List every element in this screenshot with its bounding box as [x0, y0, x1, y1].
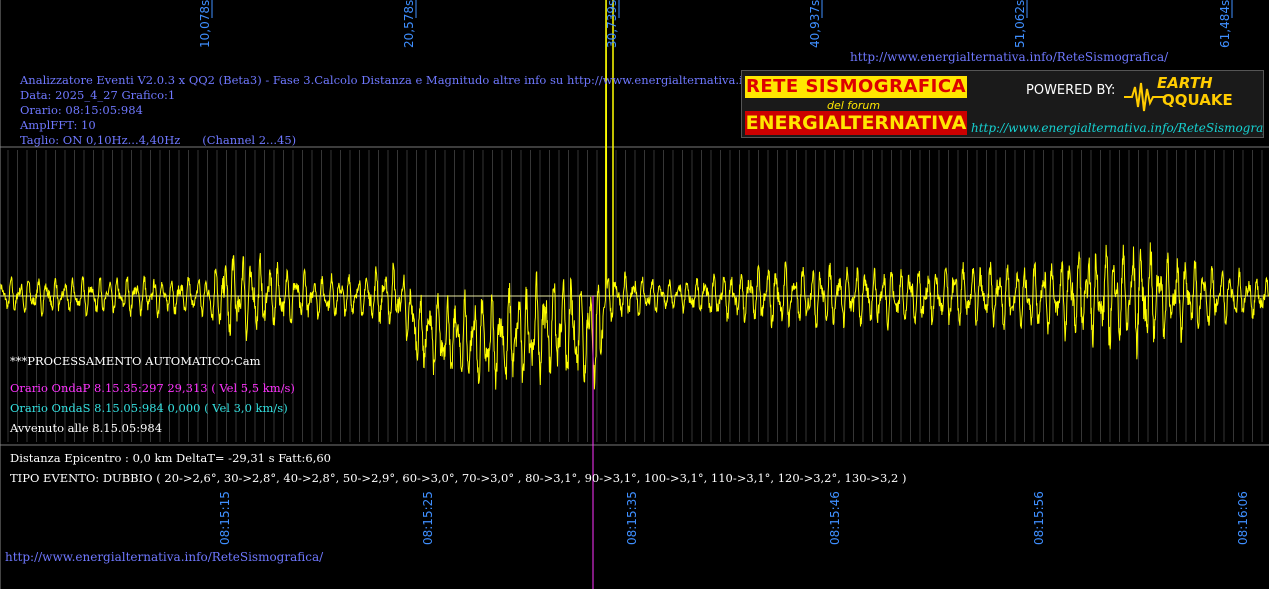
occurred-at: Avvenuto alle 8.15.05:984	[10, 421, 163, 435]
time-tick-label: 08:15:15	[218, 491, 232, 545]
top-tick-label: 30,739s	[605, 0, 619, 48]
rete-sismografica-logo[interactable]: RETE SISMOGRAFICA del forum ENERGIALTERN…	[741, 70, 1264, 138]
earthquake-logo-top: EARTH	[1157, 74, 1213, 92]
logo-brand: ENERGIALTERNATIVA	[745, 111, 967, 135]
earthquake-logo-bottom: QQUAKE	[1162, 91, 1233, 109]
forum-link-bottom[interactable]: http://www.energialternativa.info/ReteSi…	[5, 550, 324, 564]
time-label: Orario: 08:15:05:984	[20, 103, 143, 117]
epicenter-distance: Distanza Epicentro : 0,0 km DeltaT= -29,…	[10, 451, 331, 465]
analyzer-title: Analizzatore Eventi V2.0.3 x QQ2 (Beta3)…	[20, 73, 821, 87]
ampl-fft-label: AmplFFT: 10	[20, 118, 96, 132]
top-tick-label: 51,062s	[1013, 0, 1027, 48]
powered-by-label: POWERED BY:	[1026, 83, 1116, 98]
time-tick-label: 08:15:56	[1032, 491, 1046, 545]
top-tick-label: 20,578s	[402, 0, 416, 48]
top-tick-label: 61,484s	[1218, 0, 1232, 48]
filter-label: Taglio: ON 0,10Hz...4,40Hz (Channel 2...…	[20, 133, 297, 147]
date-label: Data: 2025_4_27 Grafico:1	[20, 88, 176, 102]
top-tick-label: 40,937s	[808, 0, 822, 48]
logo-subtitle: del forum	[827, 99, 881, 112]
top-axis-ticks: 10,078s 20,578s 30,739s 40,937s 51,062s 61,48…	[198, 0, 1233, 48]
seismic-wave-icon	[1124, 82, 1164, 112]
s-wave-time: Orario OndaS 8.15.05:984 0,000 ( Vel 3,0…	[10, 401, 288, 415]
logo-link: http://www.energialternativa.info/ReteSi…	[971, 121, 1264, 135]
forum-link-top[interactable]: http://www.energialternativa.info/ReteSi…	[850, 50, 1169, 64]
top-tick-label: 10,078s	[198, 0, 212, 48]
seismic-trace-group	[0, 0, 1269, 390]
time-tick-label: 08:15:35	[625, 491, 639, 545]
time-tick-label: 08:15:46	[828, 491, 842, 545]
event-type: TIPO EVENTO: DUBBIO ( 20->2,6°, 30->2,8°…	[10, 471, 907, 485]
p-wave-time: Orario OndaP 8.15.35:297 29,313 ( Vel 5,…	[10, 381, 295, 395]
time-tick-label: 08:15:25	[421, 491, 435, 545]
time-tick-label: 08:16:06	[1236, 491, 1250, 545]
seismic-trace	[0, 0, 1269, 390]
time-axis-ticks: 08:15:15 08:15:25 08:15:35 08:15:46 08:15:56…	[218, 491, 1250, 545]
processing-label: ***PROCESSAMENTO AUTOMATICO:Cam	[10, 354, 261, 368]
logo-title: RETE SISMOGRAFICA	[745, 76, 967, 98]
